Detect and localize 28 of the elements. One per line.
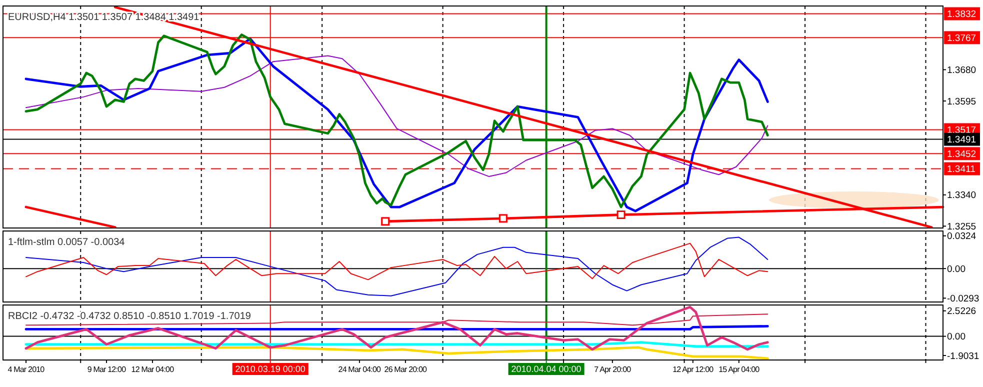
text: 1-ftlm-stlm 0.0057 -0.0034	[8, 237, 126, 248]
ref-line-label: 1.3491	[947, 134, 976, 146]
ref-line-label: 1.3832	[947, 9, 976, 20]
ref-line-label: 1.3411	[947, 164, 976, 176]
y-tick-label: 1.3595	[947, 96, 976, 108]
ref-line-label: 1.3517	[947, 125, 976, 136]
y-tick-label: -0.0293	[947, 293, 980, 304]
x-tick-label: 12 Apr 12:00	[672, 365, 714, 374]
y-tick-label: 1.3340	[947, 190, 976, 202]
y-tick-label: 1.3255	[947, 221, 976, 232]
ref-line-label: 2010.04.04 00:00	[511, 364, 582, 374]
x-tick-label: 7 Apr 20:00	[594, 365, 632, 374]
y-tick-label: -1.9031	[947, 350, 980, 362]
y-tick-label: 0.0324	[947, 231, 976, 242]
ref-line-label: 1.3452	[947, 148, 976, 160]
y-tick-label: 2.5226	[947, 306, 976, 318]
x-tick-label: 26 Mar 20:00	[384, 365, 428, 374]
x-tick-label: 4 Mar 2010	[8, 365, 46, 374]
y-tick-label: 0.00	[947, 332, 966, 343]
x-tick-label: 24 Mar 04:00	[338, 365, 382, 374]
text: RBCI2 -0.4732 -0.4732 0.8510 -0.8510 1.7019 -1.7019	[8, 311, 252, 322]
ref-line-label: 2010.03.19 00:00	[235, 364, 306, 374]
ref-line-label: 1.3767	[947, 32, 976, 44]
y-tick-label: 0.00	[947, 264, 966, 275]
x-tick-label: 15 Apr 04:00	[718, 365, 760, 374]
x-tick-label: 9 Mar 12:00	[87, 365, 127, 374]
y-tick-label: 1.3680	[947, 65, 976, 76]
x-tick-label: 12 Mar 04:00	[131, 365, 175, 374]
